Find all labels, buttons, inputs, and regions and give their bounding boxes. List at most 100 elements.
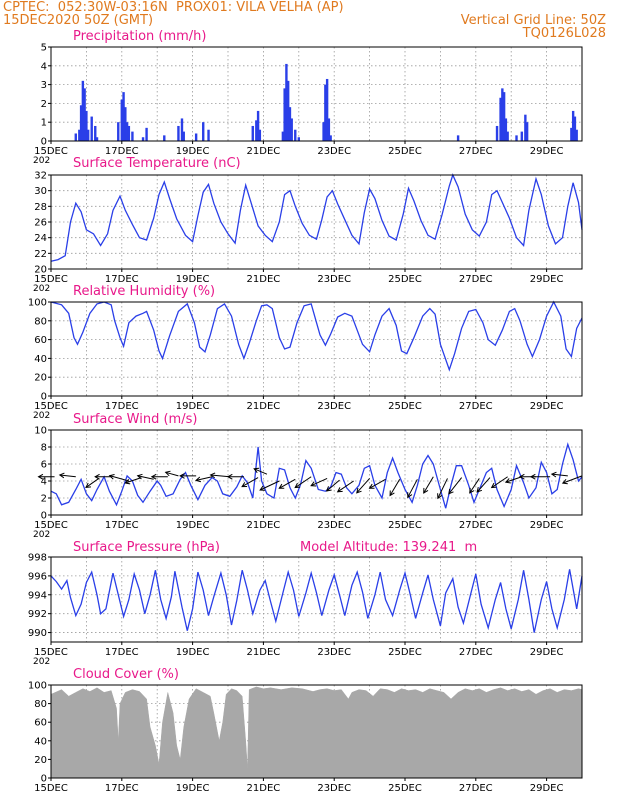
precip-bar [78, 129, 81, 141]
wind-arrow-head [356, 487, 362, 494]
precip-bar [207, 129, 210, 141]
precip-bar [285, 63, 288, 141]
wind-arrow-head [423, 487, 429, 494]
x-tick-label: 21DEC [247, 401, 281, 412]
wind-arrow-head [85, 482, 92, 489]
panel-frame [50, 684, 583, 779]
x-tick-label: 27DEC [459, 783, 493, 794]
precip-bar [202, 122, 205, 141]
x-tick-label: 25DEC [388, 647, 422, 658]
wind-arrow [476, 477, 491, 493]
wind-arrow-head [179, 473, 185, 479]
y-tick-label: 0 [41, 137, 47, 148]
wind-arrow-head [389, 490, 395, 497]
wind-arrow-head [164, 470, 171, 477]
y-tick-label: 0 [41, 392, 47, 403]
wind-arrow-head [518, 473, 525, 480]
y-tick-label: 4 [41, 477, 47, 488]
y-tick-label: 10 [34, 426, 47, 437]
precip-bar [182, 131, 185, 141]
precip-bar [177, 125, 180, 141]
x-tick-label: 27DEC [459, 647, 493, 658]
wind-arrow [294, 476, 312, 488]
x-tick-label: 23DEC [317, 783, 351, 794]
wind-arrow-head [490, 482, 497, 489]
wind-arrow [389, 479, 401, 496]
x-tick-label: 23DEC [317, 401, 351, 412]
wind-arrow-head [37, 473, 44, 480]
precip-bar [324, 84, 327, 141]
panel-frame [50, 301, 583, 397]
wind-arrow [423, 476, 434, 494]
precip-bar [120, 99, 123, 141]
wind-arrow [437, 478, 448, 499]
y-tick-label: 60 [34, 718, 47, 729]
precip-bar [499, 97, 502, 141]
wind-arrow [356, 478, 370, 494]
x-tick-label: 19DEC [176, 783, 210, 794]
x-tick-label: 29DEC [530, 783, 564, 794]
wind-arrow-head [108, 473, 115, 480]
precip-bar [74, 133, 77, 141]
precip-bar [495, 125, 499, 141]
x-tick-label: 29DEC [530, 520, 564, 531]
wind-arrow-head [407, 492, 413, 499]
header-location: CPTEC: 052:30W-03:16N PROX01: VILA VELHA… [3, 0, 344, 15]
y-tick-label: 6 [41, 460, 47, 471]
y-tick-label: 40 [34, 736, 47, 747]
y-tick-label: 100 [28, 298, 47, 309]
precip-bar [501, 88, 504, 141]
panel-0 [48, 46, 583, 144]
precip-bar [81, 80, 85, 141]
precip-bar [290, 118, 293, 141]
x-tick-label: 29DEC [530, 647, 564, 658]
wind-arrow-head [469, 487, 475, 494]
x-tick-label: 23DEC [317, 647, 351, 658]
y-tick-label: 26 [34, 218, 47, 229]
x-tick-label: 15DEC [34, 520, 68, 531]
cloud-cover-title: Cloud Cover (%) [73, 667, 179, 682]
precip-bar [294, 129, 297, 141]
x-tick-label: 17DEC [105, 647, 139, 658]
wind-arrow [562, 475, 583, 484]
wind-arrow [85, 478, 100, 488]
x-tick-label: 25DEC [388, 401, 422, 412]
x-tick-label: 25DEC [388, 520, 422, 531]
y-tick-label: 2 [41, 494, 47, 505]
precip-bar [288, 107, 292, 141]
y-tick-label: 100 [28, 681, 47, 692]
precip-bar [251, 125, 254, 141]
wind-arrow [491, 476, 508, 488]
wind-arrow [165, 471, 179, 477]
x-tick-label: 19DEC [176, 401, 210, 412]
precip-bar [286, 80, 290, 141]
y-tick-label: 996 [28, 571, 47, 582]
panel-frame [50, 556, 583, 643]
precip-bar [124, 107, 127, 141]
series-line [50, 173, 583, 262]
wind-arrow-head [124, 478, 131, 485]
x-tick-label: 23DEC [317, 146, 351, 157]
x-tick-label: 15DEC [34, 783, 68, 794]
wind-arrow [337, 480, 354, 493]
x-tick-label: 21DEC [247, 783, 281, 794]
precip-bar [525, 122, 529, 141]
y-tick-label: 992 [28, 609, 47, 620]
y-tick-label: 5 [41, 43, 47, 54]
precip-bar [281, 131, 285, 141]
x-tick-label: 19DEC [176, 146, 210, 157]
wind-arrow-head [259, 485, 266, 491]
x-tick-label: 21DEC [247, 146, 281, 157]
wind-arrow-head [294, 482, 301, 489]
precip-bar [94, 125, 97, 141]
pressure-title: Surface Pressure (hPa) [73, 540, 220, 555]
cloud-cover-area [50, 686, 583, 779]
wind-arrow [551, 473, 568, 477]
y-tick-label: 80 [34, 699, 47, 710]
x-tick-label: 17DEC [105, 520, 139, 531]
precip-bar [524, 114, 527, 141]
panel-frame [50, 429, 583, 516]
wind-arrow-head [437, 493, 443, 500]
panel-2 [48, 300, 583, 399]
panel-1 [48, 173, 583, 272]
